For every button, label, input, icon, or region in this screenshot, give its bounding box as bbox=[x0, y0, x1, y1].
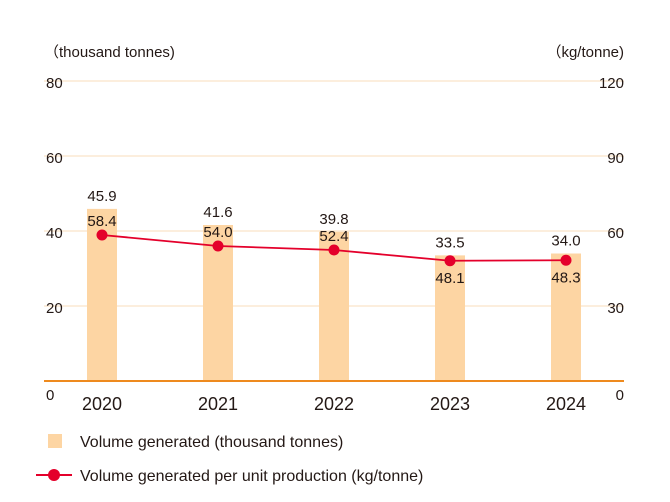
bar-value-label: 39.8 bbox=[319, 211, 348, 228]
line-value-label: 58.4 bbox=[87, 213, 116, 230]
right-tick-label: 120 bbox=[599, 75, 624, 92]
right-tick-label: 90 bbox=[607, 150, 624, 167]
category-label: 2024 bbox=[546, 394, 586, 414]
line-point bbox=[444, 255, 456, 267]
legend: Volume generated (thousand tonnes) Volum… bbox=[36, 434, 423, 485]
right-axis-ticks: 0 30 60 90 120 bbox=[599, 75, 624, 404]
bar-value-label: 45.9 bbox=[87, 188, 116, 205]
bar-value-label: 41.6 bbox=[203, 204, 232, 221]
line-value-label: 48.1 bbox=[435, 270, 464, 287]
bar-value-label: 33.5 bbox=[435, 234, 464, 251]
right-tick-label: 60 bbox=[607, 225, 624, 242]
right-tick-label: 30 bbox=[607, 300, 624, 317]
legend-bar-label: Volume generated (thousand tonnes) bbox=[80, 434, 343, 451]
line-point bbox=[212, 240, 224, 252]
left-axis-ticks: 0 20 40 60 80 bbox=[46, 75, 63, 404]
left-tick-label: 20 bbox=[46, 300, 63, 317]
legend-line-marker bbox=[48, 469, 60, 481]
right-axis-unit-label: （kg/tonne) bbox=[546, 44, 624, 61]
legend-line-label: Volume generated per unit production (kg… bbox=[80, 468, 423, 485]
line-series: 58.4 54.0 52.4 48.1 48.3 bbox=[87, 213, 580, 287]
category-label: 2022 bbox=[314, 394, 354, 414]
category-label: 2020 bbox=[82, 394, 122, 414]
left-axis-unit-label: （thousand tonnes) bbox=[44, 44, 175, 61]
left-tick-label: 0 bbox=[46, 387, 54, 404]
bar-value-label: 34.0 bbox=[551, 233, 580, 250]
bar bbox=[551, 253, 581, 381]
line-value-label: 52.4 bbox=[319, 228, 348, 245]
line-value-label: 48.3 bbox=[551, 269, 580, 286]
bar bbox=[319, 231, 349, 381]
category-labels: 2020 2021 2022 2023 2024 bbox=[82, 394, 586, 414]
bar-series: 45.9 41.6 39.8 33.5 34.0 bbox=[87, 188, 581, 381]
line-point bbox=[560, 254, 572, 266]
left-tick-label: 60 bbox=[46, 150, 63, 167]
bar bbox=[435, 255, 465, 381]
line-value-label: 54.0 bbox=[203, 224, 232, 241]
left-tick-label: 40 bbox=[46, 225, 63, 242]
legend-bar-swatch bbox=[48, 434, 62, 448]
line-point bbox=[96, 229, 108, 241]
line-point bbox=[328, 244, 340, 256]
left-tick-label: 80 bbox=[46, 75, 63, 92]
category-label: 2023 bbox=[430, 394, 470, 414]
category-label: 2021 bbox=[198, 394, 238, 414]
right-tick-label: 0 bbox=[616, 387, 624, 404]
